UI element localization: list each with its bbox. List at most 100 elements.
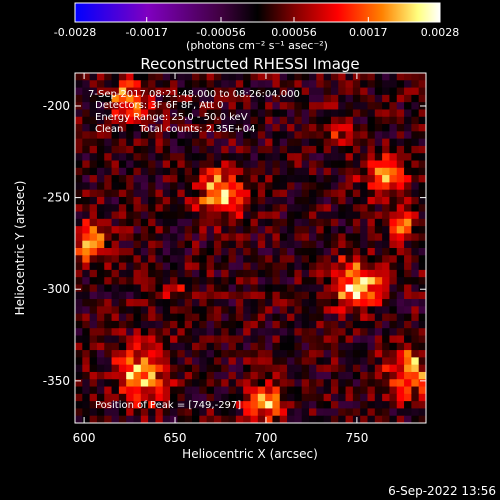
heatmap-cell: [323, 320, 332, 329]
heatmap-cell: [155, 357, 164, 366]
heatmap-cell: [330, 291, 339, 300]
y-tick-label: -300: [43, 282, 70, 296]
heatmap-cell: [177, 94, 186, 103]
heatmap-cell: [140, 415, 149, 423]
heatmap-cell: [213, 73, 222, 81]
heatmap-cell: [170, 291, 178, 300]
heatmap-cell: [177, 415, 186, 423]
heatmap-cell: [396, 269, 405, 278]
heatmap-cell: [228, 233, 237, 242]
heatmap-cell: [404, 386, 412, 395]
heatmap-cell: [345, 248, 354, 256]
heatmap-cell: [265, 335, 274, 344]
heatmap-cell: [82, 189, 91, 198]
heatmap-cell: [294, 73, 303, 81]
heatmap-cell: [418, 291, 426, 300]
heatmap-cell: [272, 401, 281, 410]
heatmap-cell: [330, 371, 339, 380]
heatmap-cell: [330, 218, 339, 227]
heatmap-cell: [382, 218, 391, 227]
heatmap-cell: [243, 262, 252, 271]
heatmap-cell: [148, 204, 157, 213]
heatmap-cell: [301, 73, 310, 81]
heatmap-cell: [96, 299, 105, 307]
heatmap-cell: [206, 306, 215, 315]
heatmap-cell: [265, 357, 274, 366]
heatmap-cell: [287, 160, 295, 169]
heatmap-cell: [309, 160, 317, 169]
heatmap-cell: [352, 262, 361, 271]
heatmap-cell: [382, 255, 391, 264]
heatmap-cell: [272, 393, 281, 402]
heatmap-cell: [228, 415, 237, 423]
heatmap-cell: [287, 284, 295, 293]
heatmap-cell: [309, 313, 317, 322]
heatmap-cell: [323, 313, 332, 322]
heatmap-cell: [148, 357, 157, 366]
heatmap-cell: [235, 401, 244, 410]
heatmap-cell: [367, 153, 376, 162]
heatmap-cell: [418, 109, 426, 118]
heatmap-cell: [221, 393, 230, 402]
heatmap-cell: [104, 87, 113, 96]
heatmap-cell: [287, 306, 295, 315]
heatmap-cell: [243, 255, 252, 264]
heatmap-cell: [352, 379, 361, 388]
heatmap-cell: [235, 240, 244, 249]
heatmap-cell: [411, 109, 420, 118]
heatmap-cell: [140, 233, 149, 242]
heatmap-cell: [192, 196, 200, 205]
heatmap-cell: [265, 371, 274, 380]
heatmap-cell: [382, 248, 391, 256]
heatmap-cell: [118, 109, 127, 118]
heatmap-cell: [206, 204, 215, 213]
heatmap-cell: [89, 379, 98, 388]
heatmap-cell: [279, 269, 288, 278]
heatmap-cell: [184, 138, 193, 147]
heatmap-cell: [396, 342, 405, 351]
heatmap-cell: [418, 342, 426, 351]
heatmap-cell: [111, 94, 120, 103]
heatmap-cell: [243, 335, 252, 344]
heatmap-cell: [82, 393, 91, 402]
heatmap-cell: [279, 371, 288, 380]
heatmap-cell: [235, 94, 244, 103]
heatmap-cell: [272, 240, 281, 249]
heatmap-cell: [133, 153, 142, 162]
heatmap-cell: [323, 350, 332, 358]
heatmap-cell: [192, 284, 200, 293]
heatmap-cell: [367, 335, 376, 344]
heatmap-cell: [316, 138, 325, 147]
heatmap-cell: [213, 342, 222, 351]
heatmap-cell: [389, 306, 398, 315]
heatmap-cell: [287, 386, 295, 395]
heatmap-cell: [272, 138, 281, 147]
heatmap-cell: [287, 320, 295, 329]
heatmap-cell: [126, 131, 135, 140]
heatmap-cell: [111, 204, 120, 213]
heatmap-cell: [309, 393, 317, 402]
heatmap-cell: [118, 335, 127, 344]
heatmap-cell: [272, 196, 281, 205]
heatmap-cell: [382, 386, 391, 395]
heatmap-cell: [250, 87, 259, 96]
heatmap-cell: [411, 131, 420, 140]
heatmap-cell: [155, 218, 164, 227]
heatmap-cell: [367, 262, 376, 271]
heatmap-cell: [184, 350, 193, 358]
heatmap-cell: [418, 240, 426, 249]
heatmap-cell: [411, 342, 420, 351]
heatmap-cell: [345, 116, 354, 125]
heatmap-cell: [279, 328, 288, 337]
heatmap-cell: [396, 335, 405, 344]
heatmap-cell: [213, 226, 222, 235]
heatmap-cell: [316, 342, 325, 351]
heatmap-cell: [265, 189, 274, 198]
heatmap-cell: [199, 87, 208, 96]
heatmap-cell: [228, 248, 237, 256]
heatmap-cell: [257, 357, 266, 366]
heatmap-cell: [294, 109, 303, 118]
heatmap-cell: [82, 415, 91, 423]
heatmap-cell: [213, 153, 222, 162]
heatmap-cell: [294, 160, 303, 169]
